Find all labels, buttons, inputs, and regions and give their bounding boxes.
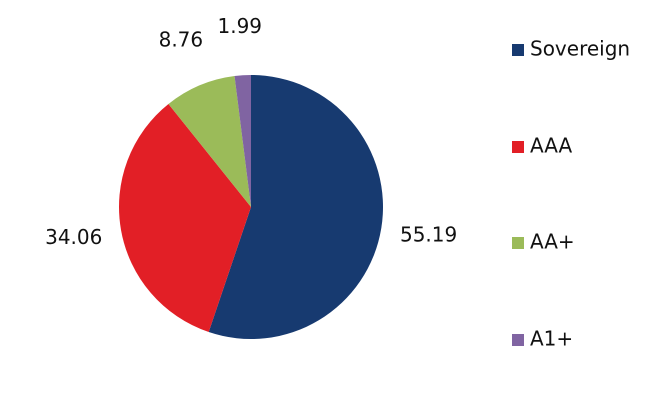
legend-label: AAA (530, 134, 572, 158)
legend-label: AA+ (530, 230, 575, 254)
legend-swatch (512, 334, 524, 346)
data-label: 8.76 (159, 28, 204, 52)
legend-label: A1+ (530, 327, 573, 351)
legend-swatch (512, 237, 524, 249)
legend-swatch (512, 141, 524, 153)
legend-label: Sovereign (530, 37, 630, 61)
data-label: 1.99 (217, 14, 262, 38)
pie-slice (208, 75, 383, 339)
legend-swatch (512, 44, 524, 56)
pie-slice (168, 76, 251, 207)
pie-slice (234, 75, 251, 207)
data-label: 34.06 (45, 225, 102, 249)
pie-slice (118, 103, 251, 333)
data-label: 55.19 (400, 223, 457, 247)
